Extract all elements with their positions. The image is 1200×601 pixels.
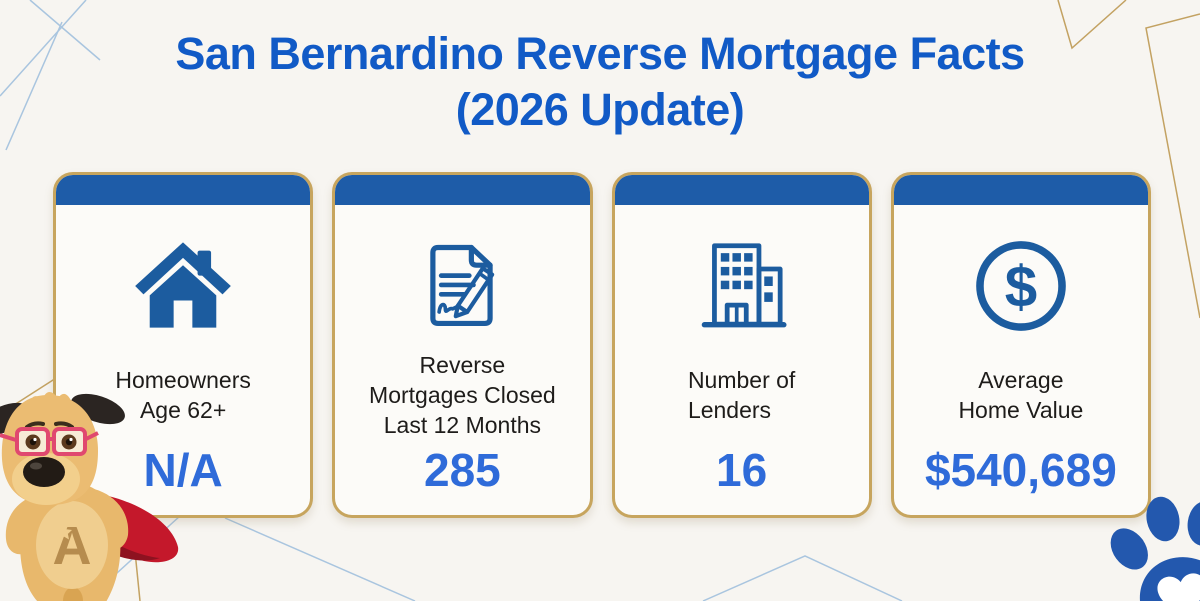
page-title-line1: San Bernardino Reverse Mortgage Facts — [175, 28, 1025, 79]
page-title-line2: (2026 Update) — [455, 84, 745, 136]
card-header-bar — [614, 175, 869, 205]
office-building-icon — [615, 223, 869, 349]
stat-card-home-value: $ Average Home Value $540,689 — [890, 172, 1151, 518]
dollar-symbol: $ — [1005, 255, 1037, 320]
card-header-bar — [335, 175, 590, 205]
page-title: San Bernardino Reverse Mortgage Facts (2… — [0, 26, 1200, 139]
signed-document-icon — [335, 223, 589, 349]
mascot-chest-letter: A — [53, 516, 92, 576]
stat-card-lenders: Number of Lenders 16 — [611, 172, 872, 518]
stat-label: Homeowners Age 62+ — [115, 367, 251, 423]
stat-value: 285 — [424, 444, 501, 496]
dollar-coin-icon: $ — [894, 223, 1148, 349]
stat-value: 16 — [716, 444, 768, 496]
paw-print-icon — [1110, 496, 1200, 601]
stat-value: $540,689 — [924, 444, 1117, 496]
stat-value: N/A — [143, 444, 223, 496]
stat-label: Number of Lenders — [687, 367, 796, 423]
house-icon — [56, 223, 310, 349]
card-header-bar — [56, 175, 311, 205]
stat-label: Reverse Mortgages Closed Last 12 Months — [369, 352, 556, 438]
stat-card-closed-loans: Reverse Mortgages Closed Last 12 Months … — [332, 172, 593, 518]
dog-mascot: A — [0, 391, 179, 601]
stat-card-row: Homeowners Age 62+ N/A Reverse Mor — [53, 172, 1151, 518]
card-header-bar — [893, 175, 1148, 205]
stat-card-homeowners: Homeowners Age 62+ N/A — [53, 172, 314, 518]
stat-label: Average Home Value — [958, 367, 1084, 423]
